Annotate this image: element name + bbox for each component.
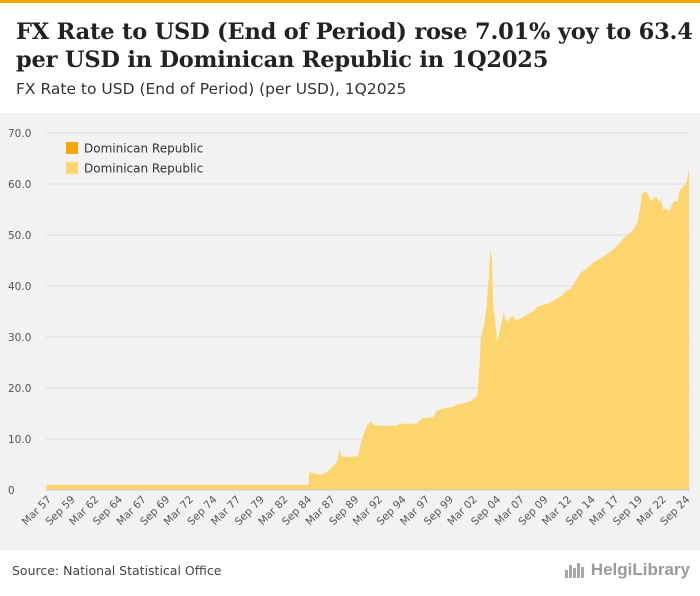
y-tick-label: 50.0: [8, 230, 31, 242]
legend-swatch: [66, 142, 78, 154]
helgi-library-logo: HelgiLibrary: [564, 560, 690, 580]
top-accent-bar: [0, 0, 700, 3]
legend-label: Dominican Republic: [84, 162, 203, 176]
chart-subtitle: FX Rate to USD (End of Period) (per USD)…: [16, 80, 407, 98]
source-note: Source: National Statistical Office: [12, 563, 222, 578]
city-skyline-icon: [564, 563, 584, 578]
series-area-dominican-republic: [46, 166, 690, 490]
y-tick-label: 10.0: [8, 434, 31, 446]
legend-label: Dominican Republic: [84, 142, 203, 156]
legend-swatch: [66, 162, 78, 174]
y-tick-label: 60.0: [8, 179, 31, 191]
y-tick-label: 70.0: [8, 128, 31, 140]
y-tick-label: 40.0: [8, 281, 31, 293]
y-tick-label: 0: [8, 485, 15, 497]
chart-title: FX Rate to USD (End of Period) rose 7.01…: [16, 19, 693, 73]
y-tick-label: 20.0: [8, 383, 31, 395]
chart-panel: 0 10.0 20.0 30.0 40.0 50.0 60.0 70.0 Mar 57 Sep 5…: [0, 113, 700, 550]
y-tick-label: 30.0: [8, 332, 31, 344]
logo-wordmark: HelgiLibrary: [590, 560, 690, 579]
